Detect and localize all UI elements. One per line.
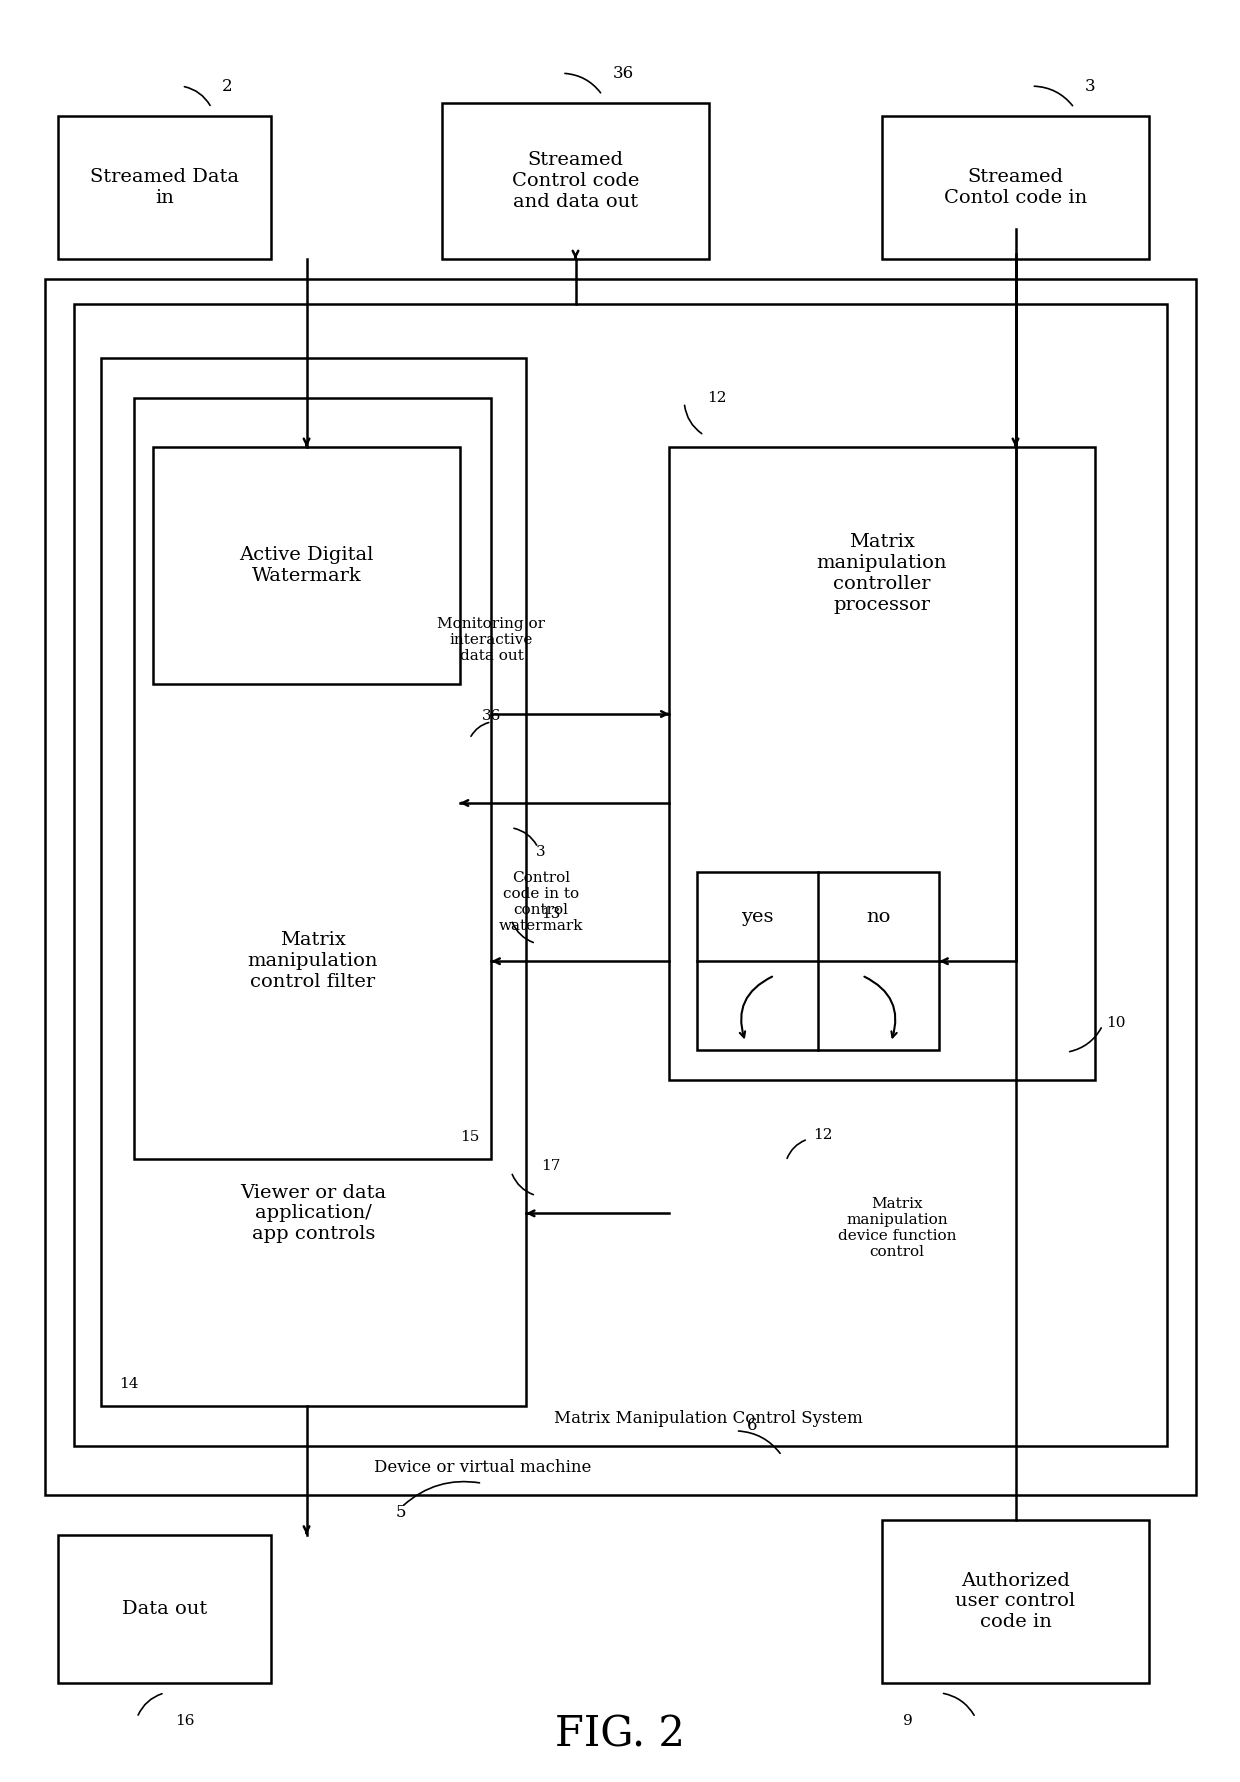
Bar xyxy=(134,397,491,1158)
Text: 13: 13 xyxy=(541,907,560,921)
Text: 15: 15 xyxy=(460,1130,480,1144)
Text: yes: yes xyxy=(742,907,774,925)
Bar xyxy=(670,447,1095,1080)
Text: Matrix Manipulation Control System: Matrix Manipulation Control System xyxy=(553,1410,862,1427)
Bar xyxy=(882,1520,1149,1682)
Bar xyxy=(45,280,1197,1495)
Text: Control
code in to
control
watermark: Control code in to control watermark xyxy=(498,871,583,934)
Text: 9: 9 xyxy=(904,1714,913,1727)
Bar xyxy=(154,447,460,684)
Bar xyxy=(100,358,526,1406)
Text: 36: 36 xyxy=(482,709,501,723)
Text: Matrix
manipulation
device function
control: Matrix manipulation device function cont… xyxy=(837,1198,956,1260)
Text: 14: 14 xyxy=(119,1377,138,1392)
Text: Data out: Data out xyxy=(122,1600,207,1618)
Text: 2: 2 xyxy=(222,78,233,94)
Text: 3: 3 xyxy=(1085,78,1096,94)
Text: Active Digital
Watermark: Active Digital Watermark xyxy=(239,547,373,584)
Text: 12: 12 xyxy=(707,390,727,405)
Text: Streamed Data
in: Streamed Data in xyxy=(91,168,239,207)
Text: FIG. 2: FIG. 2 xyxy=(556,1714,684,1755)
Bar xyxy=(697,871,940,1050)
Text: Monitoring or
interactive
data out: Monitoring or interactive data out xyxy=(438,617,546,663)
Text: Authorized
user control
code in: Authorized user control code in xyxy=(956,1572,1075,1631)
Text: Matrix
manipulation
controller
processor: Matrix manipulation controller processor xyxy=(817,533,947,613)
Text: 6: 6 xyxy=(748,1417,758,1435)
Text: 3: 3 xyxy=(536,845,546,859)
Bar xyxy=(882,116,1149,258)
Bar xyxy=(441,103,709,258)
Bar xyxy=(74,303,1167,1445)
Text: 12: 12 xyxy=(812,1128,832,1142)
Text: Streamed
Contol code in: Streamed Contol code in xyxy=(944,168,1087,207)
Text: Matrix
manipulation
control filter: Matrix manipulation control filter xyxy=(247,932,378,991)
Text: Viewer or data
application/
app controls: Viewer or data application/ app controls xyxy=(241,1183,387,1244)
Text: 16: 16 xyxy=(175,1714,195,1727)
Text: 17: 17 xyxy=(541,1158,560,1173)
Text: 36: 36 xyxy=(613,64,634,82)
Text: no: no xyxy=(867,907,892,925)
Bar xyxy=(58,116,272,258)
Text: Device or virtual machine: Device or virtual machine xyxy=(373,1459,591,1475)
Text: 5: 5 xyxy=(396,1504,407,1522)
Bar xyxy=(58,1534,272,1682)
Text: Streamed
Control code
and data out: Streamed Control code and data out xyxy=(512,151,639,210)
Text: 10: 10 xyxy=(1106,1016,1126,1030)
